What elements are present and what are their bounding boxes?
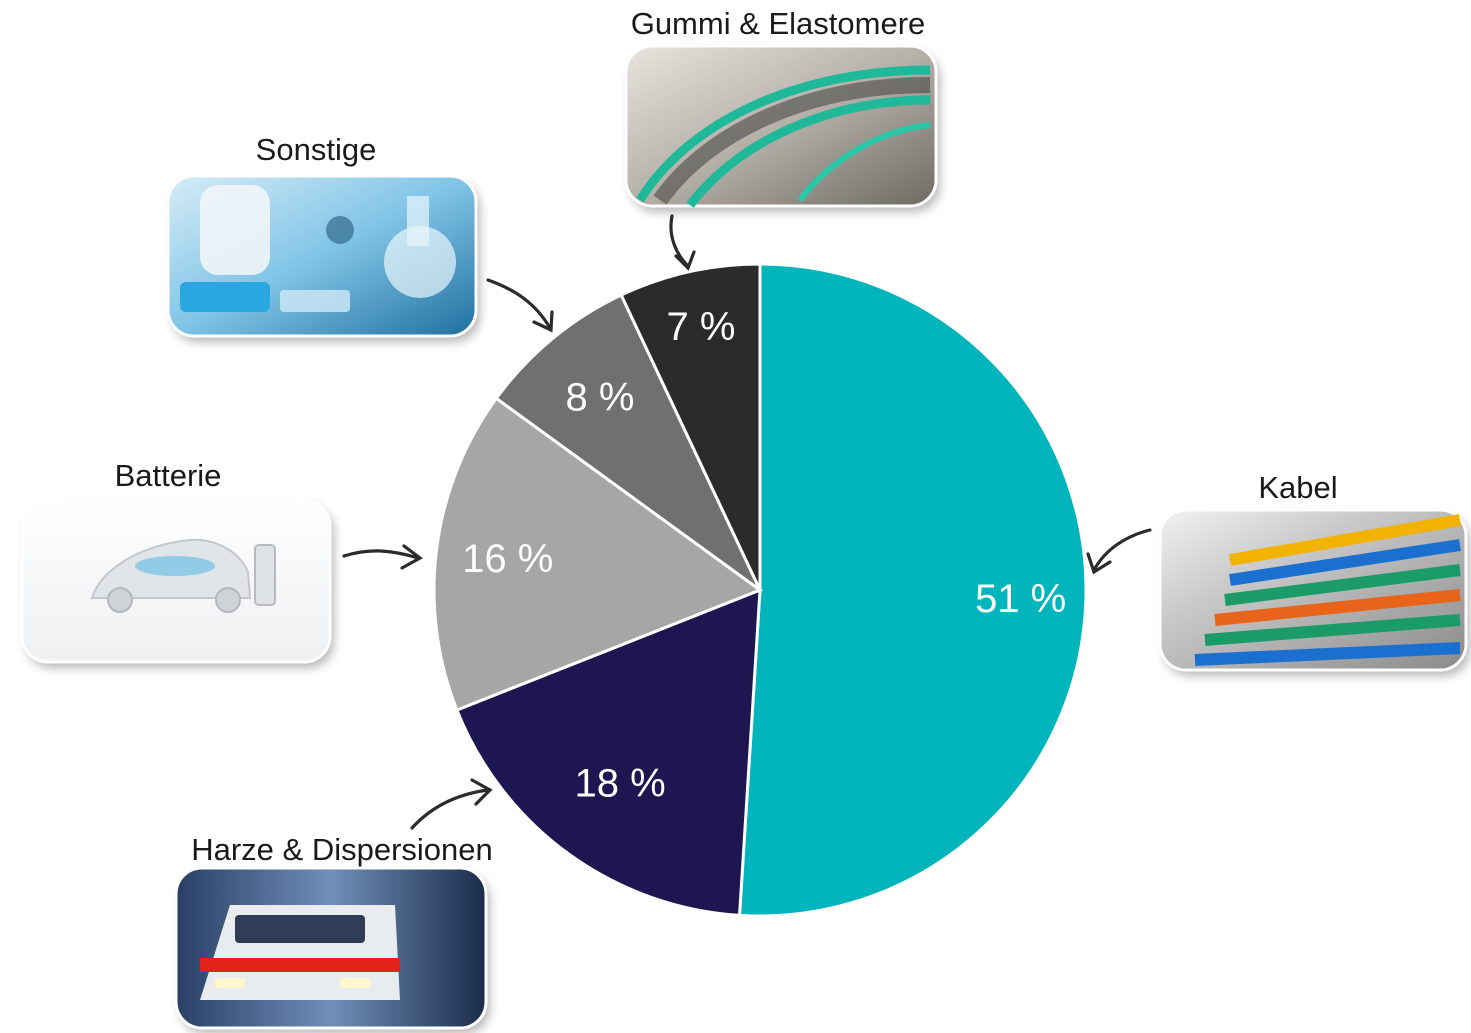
pie-slice-batterie — [432, 396, 764, 712]
electric-car-photo — [20, 498, 332, 664]
callout-arrows-top — [486, 214, 696, 333]
train-photo — [174, 866, 488, 1030]
category-label-gummi-elastomere: Gummi & Elastomere — [631, 6, 926, 41]
pie-value-label-sonstige: 8 % — [566, 376, 635, 420]
callout-harze-dispersionen: Harze & Dispersionen — [174, 778, 493, 1033]
pie-value-labels: 51 % 18 % 16 % 8 % 7 % — [462, 305, 1066, 806]
pie-slice-kabel — [737, 262, 1088, 918]
pie-value-label-batterie: 16 % — [462, 537, 553, 581]
callout-kabel: Kabel — [1086, 470, 1470, 676]
pie-slice-gummi-elastomere — [619, 262, 762, 591]
conveyor-belt-photo — [624, 44, 938, 208]
pie-slice-harze-dispersionen — [454, 587, 762, 917]
category-label-harze-dispersionen: Harze & Dispersionen — [191, 832, 493, 867]
callout-gummi-elastomere: Gummi & Elastomere — [624, 6, 940, 212]
category-label-sonstige: Sonstige — [256, 132, 377, 167]
network-cable-photo — [1158, 508, 1468, 672]
callout-sonstige: Sonstige — [166, 132, 480, 342]
pie-slice-sonstige — [494, 293, 762, 592]
pie-value-label-kabel: 51 % — [975, 577, 1066, 621]
pie-slices — [432, 262, 1088, 918]
category-label-kabel: Kabel — [1258, 470, 1337, 505]
laboratory-photo — [166, 174, 478, 338]
category-label-batterie: Batterie — [115, 458, 222, 493]
pie-value-label-harze-dispersionen: 18 % — [575, 762, 666, 806]
callout-batterie: Batterie — [20, 458, 423, 668]
pie-value-label-gummi-elastomere: 7 % — [667, 305, 736, 349]
